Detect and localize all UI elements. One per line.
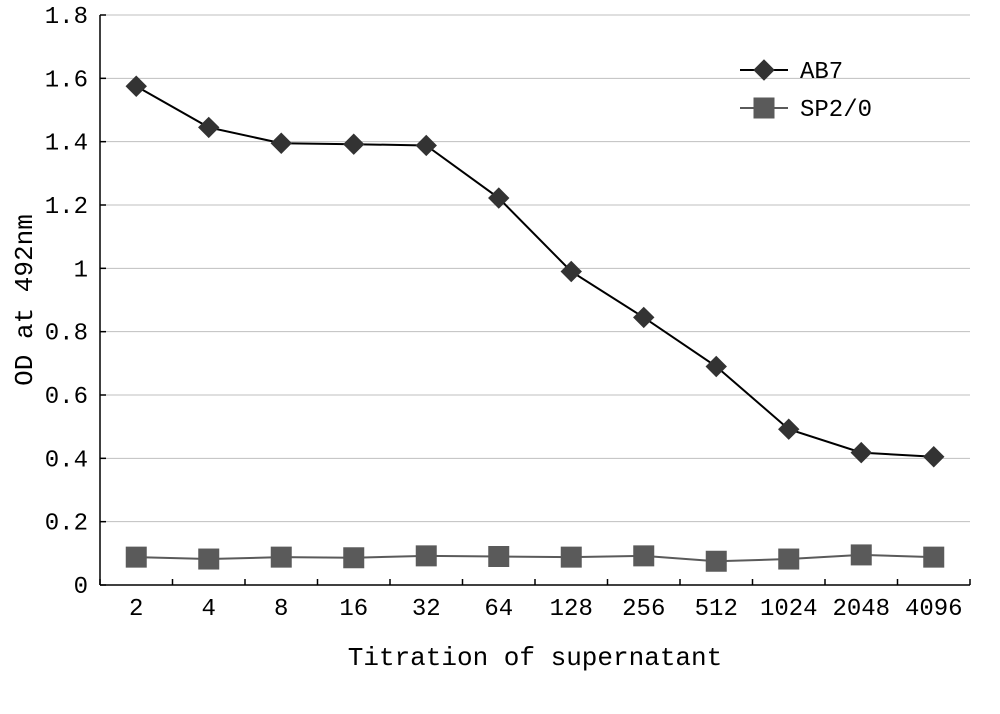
legend-label: SP2/0 — [800, 97, 872, 124]
svg-text:0: 0 — [74, 574, 88, 601]
svg-text:512: 512 — [695, 596, 738, 623]
svg-text:4: 4 — [202, 596, 216, 623]
svg-text:16: 16 — [339, 596, 368, 623]
svg-text:0.8: 0.8 — [45, 321, 88, 348]
svg-text:1024: 1024 — [760, 596, 818, 623]
svg-text:8: 8 — [274, 596, 288, 623]
svg-text:4096: 4096 — [905, 596, 963, 623]
svg-text:0.4: 0.4 — [45, 447, 88, 474]
svg-text:0.2: 0.2 — [45, 511, 88, 538]
svg-text:2: 2 — [129, 596, 143, 623]
x-axis-label: Titration of supernatant — [348, 643, 722, 673]
svg-text:1.2: 1.2 — [45, 194, 88, 221]
svg-text:256: 256 — [622, 596, 665, 623]
legend-label: AB7 — [800, 59, 843, 86]
svg-text:1.4: 1.4 — [45, 131, 88, 158]
chart-container: 0 0.2 0.4 0.6 0.8 1 1.2 1.4 1.6 1.8 2 4 8 16 32 64 128 25… — [0, 0, 1000, 714]
svg-text:32: 32 — [412, 596, 441, 623]
svg-text:0.6: 0.6 — [45, 384, 88, 411]
svg-text:128: 128 — [550, 596, 593, 623]
svg-text:1.8: 1.8 — [45, 4, 88, 31]
line-chart: 0 0.2 0.4 0.6 0.8 1 1.2 1.4 1.6 1.8 2 4 8 16 32 64 128 25… — [0, 0, 1000, 714]
svg-text:64: 64 — [484, 596, 513, 623]
svg-text:2048: 2048 — [832, 596, 890, 623]
svg-text:1.6: 1.6 — [45, 67, 88, 94]
svg-text:1: 1 — [74, 257, 88, 284]
y-axis-label: OD at 492nm — [10, 214, 40, 386]
